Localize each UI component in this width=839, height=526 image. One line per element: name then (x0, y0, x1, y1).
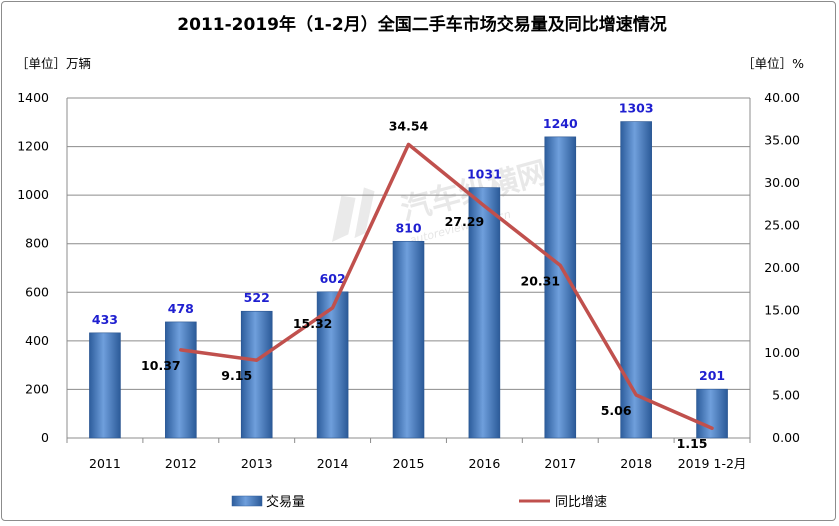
legend-line-label: 同比增速 (555, 495, 607, 510)
line-value-label: 10.37 (141, 358, 181, 373)
legend: 交易量 同比增速 (231, 494, 607, 510)
line-value-labels: 10.37 9.15 15.32 34.54 27.29 20.31 5.06 1.15 (141, 118, 707, 451)
x-axis-tick-label: 2016 (468, 456, 500, 471)
x-axis-tick-label: 2013 (241, 456, 273, 471)
right-axis-tick-label: 20.00 (764, 260, 800, 275)
right-axis-tick-label: 0.00 (772, 430, 800, 445)
left-axis-tick-label: 0 (41, 430, 49, 445)
line-value-label: 9.15 (221, 368, 252, 383)
x-axis-tick-label: 2012 (165, 456, 197, 471)
left-axis-unit: ［单位］万辆 (16, 56, 91, 71)
x-axis-tick-label: 2018 (620, 456, 652, 471)
bar-value-label: 522 (244, 290, 270, 305)
x-axis-tick-label: 2015 (393, 456, 425, 471)
bar-series (89, 121, 728, 439)
x-axis-tick-label: 2014 (317, 456, 349, 471)
left-axis-ticks: 0 200 400 600 800 1000 1200 1400 (17, 90, 49, 445)
bar (240, 310, 273, 439)
x-axis-ticks: 2011 2012 2013 2014 2015 2016 2017 2018 2019 1-2… (89, 456, 746, 471)
bar-value-label: 1303 (619, 101, 654, 116)
line-value-label: 20.31 (521, 273, 561, 288)
x-axis-tick-label: 2017 (544, 456, 576, 471)
bar (165, 321, 197, 439)
legend-bar-swatch (231, 495, 263, 507)
right-axis-tick-label: 15.00 (764, 303, 800, 318)
line-value-label: 1.15 (677, 436, 708, 451)
x-axis-tick-label: 2011 (89, 456, 121, 471)
bar (544, 136, 577, 439)
bar (620, 121, 652, 439)
bar-value-label: 602 (320, 271, 346, 286)
right-axis-tick-label: 25.00 (764, 218, 800, 233)
left-axis-tick-label: 1400 (17, 90, 49, 105)
left-axis-tick-label: 400 (25, 333, 49, 348)
bar (89, 332, 121, 439)
growth-line (179, 142, 714, 430)
bar (392, 240, 425, 439)
line-value-label: 34.54 (389, 118, 429, 133)
bar-value-label: 433 (92, 312, 118, 327)
right-axis-unit: ［单位］% (742, 56, 804, 71)
left-axis-tick-label: 800 (25, 236, 49, 251)
right-axis-tick-label: 10.00 (764, 345, 800, 360)
legend-bar-label: 交易量 (266, 494, 305, 510)
right-axis-tick-label: 35.00 (764, 133, 800, 148)
bar-value-label: 478 (168, 301, 194, 316)
left-axis-tick-label: 200 (25, 381, 49, 396)
bar-value-label: 201 (699, 368, 725, 383)
bar-value-label: 1240 (543, 116, 578, 131)
right-axis-tick-label: 40.00 (764, 90, 800, 105)
bar (468, 187, 501, 439)
bar (696, 388, 728, 439)
right-axis-tick-label: 30.00 (764, 175, 800, 190)
right-axis-ticks: 0.00 5.00 10.00 15.00 20.00 25.00 30.00 35.00 40… (764, 90, 800, 445)
x-axis-tick-label: 2019 1-2月 (678, 456, 747, 471)
bar-value-label: 810 (395, 220, 421, 235)
line-series (179, 142, 714, 430)
bar-value-labels: 433 478 522 602 810 1031 1240 1303 201 (92, 101, 725, 384)
right-axis-tick-label: 5.00 (772, 388, 800, 403)
line-value-label: 5.06 (601, 403, 632, 418)
left-axis-tick-label: 600 (25, 284, 49, 299)
bar-value-label: 1031 (467, 167, 502, 182)
line-value-label: 15.32 (293, 316, 333, 331)
left-axis-tick-label: 1200 (17, 139, 49, 154)
left-axis-tick-label: 1000 (17, 187, 49, 202)
line-value-label: 27.29 (445, 214, 485, 229)
chart-title: 2011-2019年（1-2月）全国二手车市场交易量及同比增速情况 (177, 14, 666, 35)
